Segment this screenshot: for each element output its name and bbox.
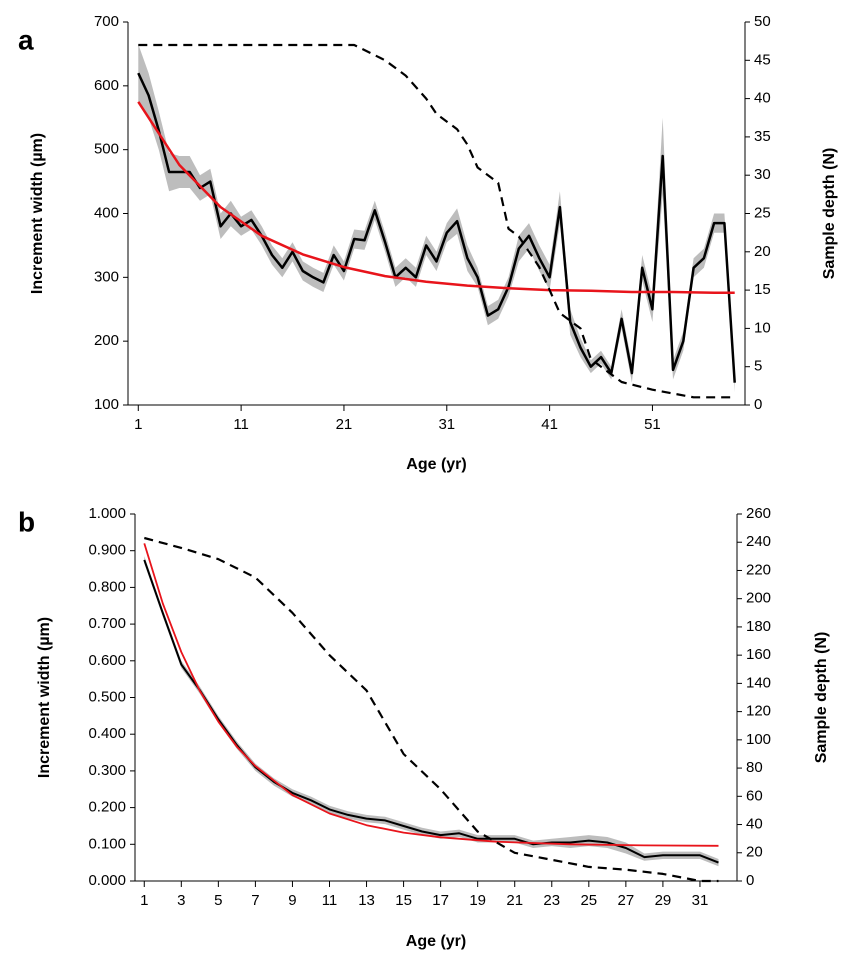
panel-label: a xyxy=(18,24,34,55)
y2-tick-label: 140 xyxy=(746,674,771,691)
y-tick-label: 0.700 xyxy=(88,615,126,632)
y-tick-label: 0.300 xyxy=(88,762,126,779)
y-axis-label: Increment width (µm) xyxy=(29,133,46,294)
y2-tick-label: 100 xyxy=(746,731,771,748)
y2-tick-label: 200 xyxy=(746,590,771,607)
x-tick-label: 5 xyxy=(214,892,222,909)
y2-tick-label: 260 xyxy=(746,505,771,522)
x-tick-label: 23 xyxy=(543,892,560,909)
x-tick-label: 31 xyxy=(692,892,709,909)
y2-tick-label: 120 xyxy=(746,703,771,720)
x-tick-label: 1 xyxy=(140,892,148,909)
x-axis-label: Age (yr) xyxy=(406,933,466,950)
y2-axis-label: Sample depth (N) xyxy=(821,148,838,280)
x-tick-label: 1 xyxy=(134,416,142,433)
y2-tick-label: 10 xyxy=(754,319,771,336)
x-tick-label: 11 xyxy=(233,416,249,433)
y-tick-label: 0.900 xyxy=(88,542,126,559)
y-tick-label: 0.200 xyxy=(88,799,126,816)
y-tick-label: 600 xyxy=(94,77,119,94)
series-line xyxy=(137,101,735,294)
x-tick-label: 51 xyxy=(644,416,661,433)
y2-tick-label: 80 xyxy=(746,759,763,776)
y2-tick-label: 20 xyxy=(754,243,771,260)
y2-axis-label: Sample depth (N) xyxy=(813,632,830,764)
series-line xyxy=(143,543,719,847)
y2-tick-label: 45 xyxy=(754,51,771,68)
y2-tick-label: 160 xyxy=(746,646,771,663)
x-tick-label: 17 xyxy=(432,892,449,909)
panel-label: b xyxy=(18,506,35,537)
y2-tick-label: 0 xyxy=(746,872,754,889)
series-line xyxy=(143,559,719,864)
y2-tick-label: 50 xyxy=(754,13,771,30)
x-tick-label: 29 xyxy=(655,892,672,909)
y-tick-label: 400 xyxy=(94,204,119,221)
y-tick-label: 0.600 xyxy=(88,652,126,669)
y2-tick-label: 40 xyxy=(754,90,771,107)
x-tick-label: 31 xyxy=(438,416,455,433)
x-tick-label: 7 xyxy=(251,892,259,909)
sample-depth-line xyxy=(138,43,735,399)
y-tick-label: 0.400 xyxy=(88,725,126,742)
x-tick-label: 21 xyxy=(336,416,353,433)
y2-tick-label: 240 xyxy=(746,533,771,550)
y2-tick-label: 60 xyxy=(746,787,763,804)
y-tick-label: 200 xyxy=(94,332,119,349)
y2-tick-label: 5 xyxy=(754,358,762,375)
confidence-band xyxy=(138,44,735,393)
y-tick-label: 0.100 xyxy=(88,835,126,852)
sample-depth-line xyxy=(144,536,719,883)
x-tick-label: 13 xyxy=(358,892,375,909)
y2-tick-label: 25 xyxy=(754,204,771,221)
series-line xyxy=(137,72,736,383)
x-tick-label: 9 xyxy=(288,892,296,909)
y2-tick-label: 30 xyxy=(754,166,771,183)
x-tick-label: 25 xyxy=(580,892,597,909)
y-tick-label: 0.000 xyxy=(88,872,126,889)
y2-tick-label: 15 xyxy=(754,281,771,298)
x-tick-label: 11 xyxy=(322,892,338,909)
x-tick-label: 21 xyxy=(506,892,523,909)
y-tick-label: 100 xyxy=(94,396,119,413)
y-tick-label: 0.500 xyxy=(88,688,126,705)
x-tick-label: 15 xyxy=(395,892,412,909)
y2-tick-label: 40 xyxy=(746,816,763,833)
x-tick-label: 41 xyxy=(541,416,558,433)
y-axis-label: Increment width (µm) xyxy=(36,617,53,778)
x-tick-label: 19 xyxy=(469,892,486,909)
x-tick-label: 3 xyxy=(177,892,185,909)
confidence-band xyxy=(144,556,719,867)
y-tick-label: 1.000 xyxy=(88,505,126,522)
y2-tick-label: 35 xyxy=(754,128,771,145)
y-tick-label: 0.800 xyxy=(88,578,126,595)
y2-tick-label: 180 xyxy=(746,618,771,635)
x-axis-label: Age (yr) xyxy=(406,456,466,473)
y2-tick-label: 220 xyxy=(746,561,771,578)
y2-tick-label: 20 xyxy=(746,844,763,861)
y-tick-label: 500 xyxy=(94,141,119,158)
y-tick-label: 300 xyxy=(94,268,119,285)
y-tick-label: 700 xyxy=(94,13,119,30)
y2-tick-label: 0 xyxy=(754,396,762,413)
x-tick-label: 27 xyxy=(618,892,635,909)
